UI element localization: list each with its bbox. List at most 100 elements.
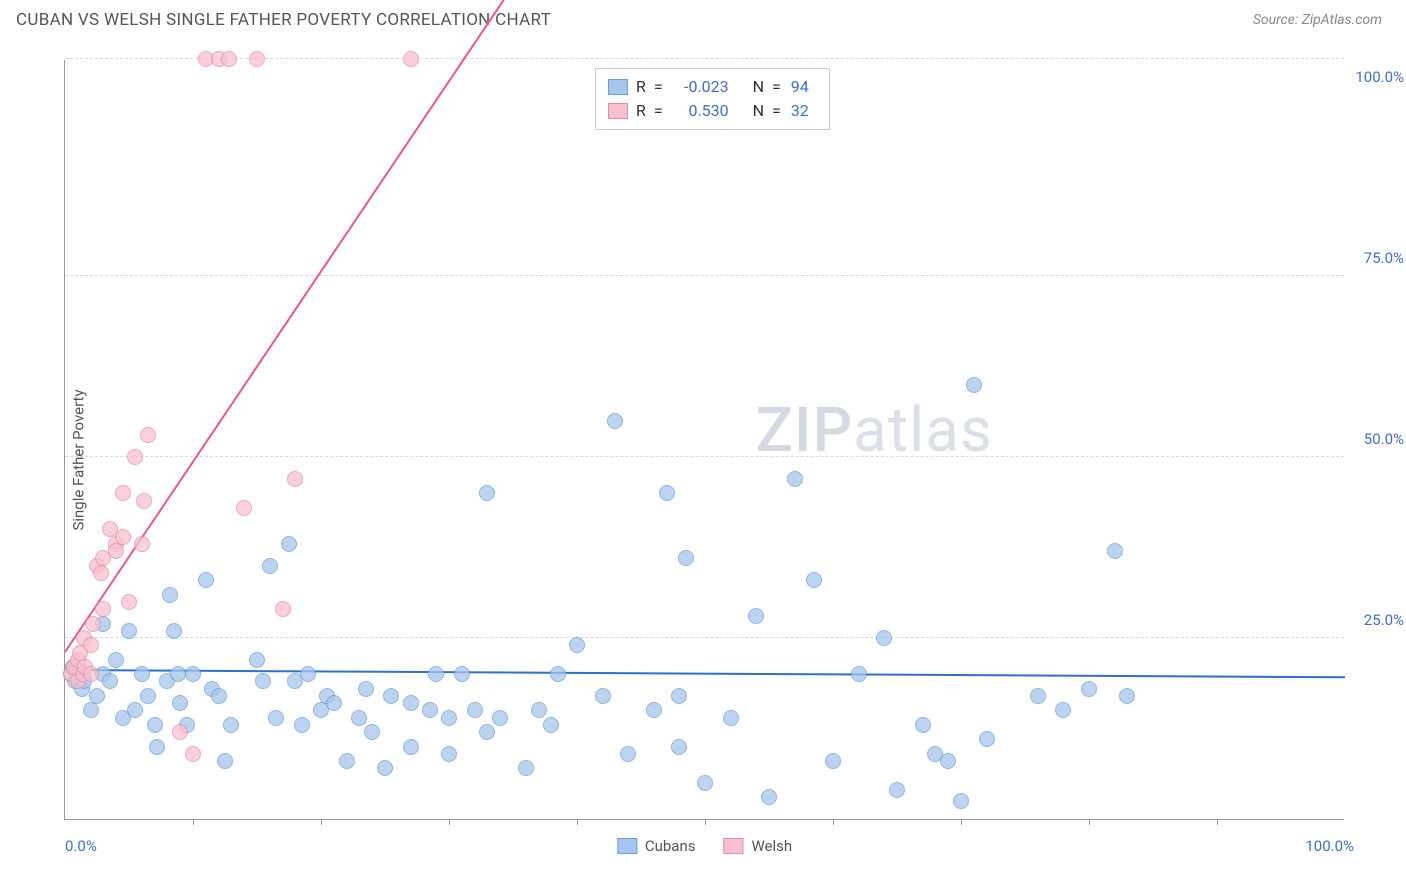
legend-label: Cubans [645, 837, 696, 855]
data-point-cubans [198, 572, 214, 588]
data-point-cubans [339, 753, 355, 769]
data-point-cubans [915, 717, 931, 733]
legend-row-cubans: R= -0.023 N= 94 [608, 75, 817, 99]
data-point-cubans [255, 673, 271, 689]
n-value-cubans: 94 [791, 75, 817, 99]
data-point-cubans [294, 717, 310, 733]
data-point-cubans [147, 717, 163, 733]
data-point-cubans [723, 710, 739, 726]
x-tick [1217, 819, 1218, 825]
data-point-cubans [262, 558, 278, 574]
data-point-cubans [825, 753, 841, 769]
data-point-welsh [134, 536, 150, 552]
data-point-cubans [1107, 543, 1123, 559]
data-point-cubans [162, 587, 178, 603]
data-point-welsh [140, 427, 156, 443]
data-point-welsh [275, 601, 291, 617]
data-point-cubans [454, 666, 470, 682]
grid-line [65, 637, 1344, 638]
data-point-cubans [543, 717, 559, 733]
data-point-cubans [377, 760, 393, 776]
data-point-cubans [403, 695, 419, 711]
data-point-cubans [89, 688, 105, 704]
data-point-welsh [136, 493, 152, 509]
y-tick-label: 75.0% [1364, 249, 1404, 267]
data-point-welsh [236, 500, 252, 516]
data-point-cubans [102, 673, 118, 689]
data-point-cubans [620, 746, 636, 762]
data-point-cubans [671, 688, 687, 704]
data-point-welsh [93, 565, 109, 581]
x-tick-max: 100.0% [1305, 837, 1354, 855]
data-point-welsh [121, 594, 137, 610]
data-point-cubans [1030, 688, 1046, 704]
data-point-cubans [127, 702, 143, 718]
data-point-cubans [492, 710, 508, 726]
data-point-cubans [217, 753, 233, 769]
swatch-cubans [608, 79, 628, 95]
data-point-cubans [185, 666, 201, 682]
data-point-cubans [678, 550, 694, 566]
trend-line-welsh [64, 0, 514, 652]
data-point-welsh [172, 724, 188, 740]
data-point-cubans [1119, 688, 1135, 704]
y-tick-label: 100.0% [1355, 68, 1404, 86]
data-point-cubans [940, 753, 956, 769]
x-tick [193, 819, 194, 825]
data-point-welsh [403, 51, 419, 67]
data-point-cubans [351, 710, 367, 726]
data-point-cubans [851, 666, 867, 682]
data-point-cubans [326, 695, 342, 711]
source-label: Source: ZipAtlas.com [1253, 12, 1382, 28]
data-point-welsh [83, 637, 99, 653]
x-tick [577, 819, 578, 825]
plot-area: ZIPatlas R= -0.023 N= 94 R= 0.530 N= 32 … [64, 60, 1344, 820]
x-tick [961, 819, 962, 825]
data-point-cubans [889, 782, 905, 798]
data-point-cubans [166, 623, 182, 639]
swatch-welsh [608, 103, 628, 119]
data-point-cubans [479, 485, 495, 501]
data-point-cubans [383, 688, 399, 704]
y-tick-label: 50.0% [1364, 430, 1404, 448]
data-point-cubans [697, 775, 713, 791]
data-point-cubans [149, 739, 165, 755]
chart-container: Single Father Poverty ZIPatlas R= -0.023… [16, 40, 1390, 880]
legend-item-cubans: Cubans [617, 837, 696, 855]
data-point-cubans [1081, 681, 1097, 697]
data-point-cubans [646, 702, 662, 718]
data-point-cubans [441, 746, 457, 762]
data-point-cubans [281, 536, 297, 552]
data-point-cubans [170, 666, 186, 682]
data-point-cubans [1055, 702, 1071, 718]
legend-label: Welsh [751, 837, 792, 855]
data-point-cubans [441, 710, 457, 726]
data-point-cubans [223, 717, 239, 733]
data-point-cubans [979, 731, 995, 747]
data-point-cubans [966, 377, 982, 393]
x-tick [833, 819, 834, 825]
data-point-cubans [806, 572, 822, 588]
data-point-cubans [403, 739, 419, 755]
data-point-cubans [659, 485, 675, 501]
data-point-welsh [185, 746, 201, 762]
data-point-welsh [108, 543, 124, 559]
data-point-cubans [364, 724, 380, 740]
data-point-cubans [479, 724, 495, 740]
data-point-cubans [595, 688, 611, 704]
data-point-cubans [268, 710, 284, 726]
x-tick-min: 0.0% [65, 837, 97, 855]
data-point-cubans [358, 681, 374, 697]
data-point-cubans [518, 760, 534, 776]
data-point-cubans [249, 652, 265, 668]
x-tick [705, 819, 706, 825]
series-legend: Cubans Welsh [617, 837, 792, 855]
swatch-cubans [617, 838, 637, 854]
y-tick-label: 25.0% [1364, 611, 1404, 629]
data-point-cubans [422, 702, 438, 718]
data-point-welsh [221, 51, 237, 67]
data-point-welsh [95, 601, 111, 617]
data-point-cubans [671, 739, 687, 755]
legend-item-welsh: Welsh [723, 837, 792, 855]
data-point-cubans [787, 471, 803, 487]
